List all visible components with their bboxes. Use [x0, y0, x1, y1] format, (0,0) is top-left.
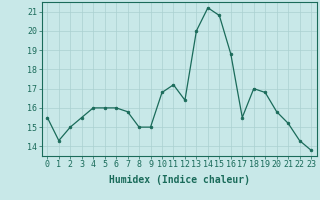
X-axis label: Humidex (Indice chaleur): Humidex (Indice chaleur): [109, 175, 250, 185]
